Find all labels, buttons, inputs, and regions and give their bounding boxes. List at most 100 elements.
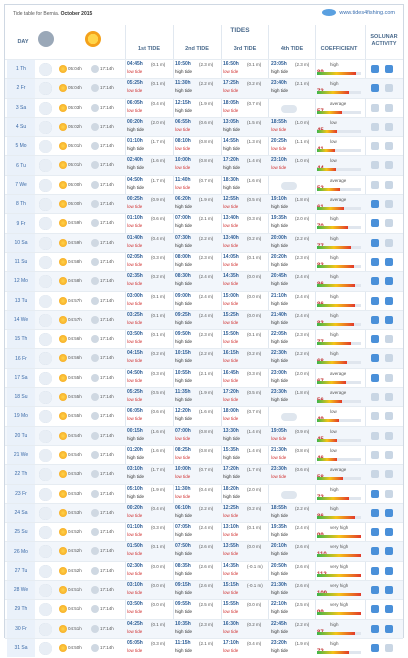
tide-entry: 19:35h (2.0 m) high tide: [271, 215, 309, 229]
table-row: 4 Su 05:02h 17:14h 00:20h (2.0 m) high tide 06…: [5, 116, 403, 137]
tide-height: (0.1 m): [151, 293, 166, 299]
tide-entry: 13:40h (0.2 m) low tide: [223, 235, 261, 249]
solunar-fish-icon: [385, 84, 393, 93]
sunrise-icon: [59, 315, 67, 324]
coefficient-level: average: [330, 390, 347, 396]
site-logo[interactable]: www.tides4fishing.com: [322, 9, 395, 16]
tide-height: (1.6 m): [199, 409, 214, 415]
tide-height: (0.1 m): [151, 544, 166, 550]
tide-entry: 07:30h (2.2 m) high tide: [175, 234, 213, 249]
tide-height: (0.1 m): [247, 254, 262, 260]
solunar-fish-icon: [385, 624, 393, 633]
tide-entry: 02:35h (0.2 m) low tide: [127, 273, 165, 287]
table-row: 5 Mo 05:01h 17:14h 01:10h (1.7 m) high tide 08…: [5, 136, 403, 156]
tide-height: (2.6 m): [199, 583, 214, 589]
tide-type: high tide: [175, 647, 193, 653]
tide-height: (1.7 m): [151, 467, 166, 473]
tide-time: 23:10h: [271, 157, 287, 164]
coefficient: 86high: [317, 505, 363, 523]
sunset-icon: [91, 84, 99, 93]
tide-height: (2.1 m): [199, 640, 214, 646]
tide-height: (1.4 m): [247, 158, 262, 164]
tide-entry: 15:50h (0.1 m) low tide: [223, 331, 261, 345]
tide-height: (1.3 m): [247, 139, 262, 145]
tide-time: 05:25h: [127, 389, 143, 396]
tide-height: (2.3 m): [199, 62, 214, 67]
tide-time: 06:10h: [175, 504, 191, 511]
tide-type: high tide: [271, 377, 289, 383]
tide-height: (2.6 m): [199, 563, 214, 569]
site-url[interactable]: www.tides4fishing.com: [339, 9, 395, 16]
tide-entry: 19:35h (2.4 m) high tide: [271, 524, 309, 538]
sunrise-icon: [59, 605, 67, 614]
sunrise-time: 04:52h: [68, 529, 82, 535]
tide-time: 06:05h: [127, 99, 143, 106]
tide-height: (0.0 m): [151, 602, 166, 608]
tide-type: low tide: [127, 590, 143, 596]
day-label: 4 Su: [7, 117, 35, 137]
tide-type: low tide: [271, 435, 287, 441]
sunrise-icon: [59, 393, 67, 402]
tide-time: 17:20h: [223, 157, 239, 164]
tide-entry: 07:05h (2.4 m) high tide: [175, 524, 213, 538]
tide-height: (0.6 m): [151, 409, 166, 415]
coefficient-bar: [317, 457, 361, 461]
sunrise-time: 04:52h: [68, 548, 82, 554]
tide-height: (0.6 m): [199, 119, 214, 125]
tide-type: low tide: [175, 493, 191, 499]
tide-entry: 21:10h (2.4 m) high tide: [271, 293, 309, 307]
day-label: 29 Th: [7, 600, 35, 619]
sunset-time: 17:14h: [100, 66, 114, 71]
sunset-time: 17:14h: [100, 625, 114, 631]
moon-phase-icon: [39, 255, 52, 269]
tide-height: (0.0 m): [247, 293, 262, 299]
tide-type: low tide: [127, 204, 143, 210]
tide-entry: 01:50h (0.1 m) low tide: [127, 543, 165, 557]
sunrise-icon: [59, 566, 67, 575]
sunrise-icon: [59, 643, 67, 652]
tide-type: high tide: [127, 146, 145, 152]
tide-time: 15:25h: [223, 311, 239, 318]
sunset-time: 17:14h: [100, 316, 114, 322]
tide-time: 19:35h: [271, 215, 287, 222]
tide-type: high tide: [223, 126, 241, 132]
tide-height: (1.4 m): [247, 428, 262, 434]
tide-height: (2.2 m): [295, 235, 310, 241]
tide-entry: 21:30h (2.6 m) high tide: [271, 582, 309, 596]
tide-time: 09:55h: [175, 601, 191, 608]
tide-entry: 16:30h (0.2 m) low tide: [223, 621, 261, 635]
tide-entry: 01:40h (0.4 m) low tide: [127, 235, 165, 249]
coefficient: 67average: [317, 370, 363, 388]
coefficient-level: very high: [330, 544, 349, 550]
tide-entry: 22:30h (2.2 m) high tide: [271, 350, 309, 364]
solunar-fish-icon: [371, 200, 379, 209]
tide-time: 07:30h: [175, 234, 191, 241]
sunset-time: 17:14h: [100, 278, 114, 284]
sunset-icon: [91, 257, 99, 266]
tide-height: (-0.1 m): [247, 563, 263, 569]
table-row: 28 We 04:51h 17:14h 03:10h (0.0 m) low tide 09…: [5, 580, 403, 600]
tide-time: 10:50h: [175, 61, 191, 67]
tide-entry: 18:55h (2.2 m) high tide: [271, 505, 309, 519]
sunset-time: 17:14h: [100, 644, 114, 650]
sunset-icon: [91, 566, 99, 575]
tide-time: 00:15h: [127, 427, 143, 434]
tide-time: 13:30h: [223, 427, 239, 434]
tide-time: 23:05h: [271, 61, 287, 67]
tide-height: (1.4 m): [247, 447, 262, 453]
tide-type: high tide: [223, 454, 241, 460]
sunset-icon: [91, 412, 99, 421]
moon-phase-icon: [39, 198, 52, 212]
sunset-icon: [91, 450, 99, 459]
sunset-icon: [91, 354, 99, 363]
tide-type: low tide: [127, 281, 143, 287]
tide-height: (0.1 m): [247, 332, 262, 338]
tide-height: (0.1 m): [151, 621, 166, 627]
tide-height: (2.3 m): [199, 621, 214, 627]
tide-height: (2.4 m): [295, 293, 310, 299]
day-label: 2 Fr: [7, 79, 35, 98]
tide-time: 04:50h: [127, 176, 143, 183]
tide-type: low tide: [223, 590, 239, 596]
tide-type: high tide: [271, 261, 289, 267]
moon-phase-icon: [39, 448, 52, 462]
